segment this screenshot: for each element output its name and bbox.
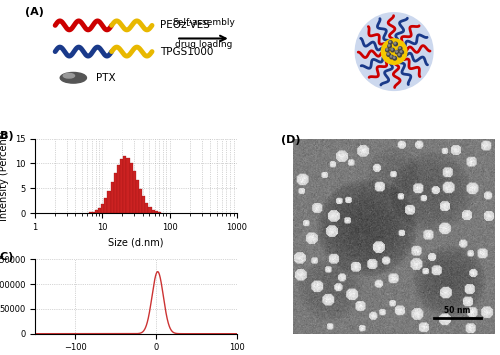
- Text: TPGS1000: TPGS1000: [160, 47, 214, 56]
- Bar: [108, 191, 110, 213]
- Bar: [136, 180, 139, 213]
- Text: PEOz-VES: PEOz-VES: [160, 20, 210, 31]
- Bar: [152, 210, 155, 213]
- Bar: [148, 207, 152, 213]
- Bar: [114, 173, 117, 213]
- Bar: [130, 163, 132, 213]
- Circle shape: [382, 39, 407, 64]
- Circle shape: [394, 57, 395, 58]
- Circle shape: [387, 53, 390, 56]
- Bar: [120, 159, 123, 213]
- Circle shape: [388, 45, 390, 46]
- Bar: [158, 212, 161, 213]
- Bar: [132, 170, 136, 213]
- Text: (B): (B): [0, 131, 14, 141]
- Bar: [139, 189, 142, 213]
- Text: (A): (A): [25, 6, 44, 17]
- Bar: [126, 158, 130, 213]
- Circle shape: [390, 56, 392, 57]
- Circle shape: [388, 44, 392, 48]
- Text: (C): (C): [0, 252, 13, 262]
- Y-axis label: Intensity (Percent): Intensity (Percent): [0, 131, 9, 221]
- Bar: [104, 198, 108, 213]
- Circle shape: [394, 42, 398, 46]
- Bar: [88, 212, 92, 213]
- Circle shape: [391, 48, 394, 52]
- Circle shape: [388, 41, 392, 44]
- Text: PTX: PTX: [96, 73, 115, 83]
- Circle shape: [60, 72, 86, 83]
- Circle shape: [396, 51, 398, 52]
- Circle shape: [386, 48, 389, 52]
- Bar: [146, 203, 148, 213]
- Circle shape: [398, 47, 402, 50]
- Bar: [92, 212, 95, 213]
- Circle shape: [396, 50, 399, 54]
- Bar: [101, 204, 104, 213]
- Circle shape: [393, 56, 396, 60]
- Circle shape: [386, 49, 388, 50]
- Text: (D): (D): [281, 135, 300, 145]
- Circle shape: [398, 54, 400, 55]
- Text: drug loading: drug loading: [175, 40, 232, 49]
- Circle shape: [388, 53, 389, 55]
- Bar: [117, 165, 120, 213]
- Circle shape: [399, 47, 400, 49]
- Circle shape: [400, 51, 402, 52]
- Circle shape: [356, 13, 433, 91]
- Circle shape: [394, 43, 396, 44]
- Bar: [142, 196, 146, 213]
- Circle shape: [390, 55, 394, 59]
- Bar: [154, 211, 158, 213]
- Bar: [98, 208, 101, 213]
- Circle shape: [63, 73, 74, 78]
- Bar: [95, 210, 98, 213]
- Text: 50 nm: 50 nm: [444, 306, 471, 315]
- Circle shape: [398, 54, 402, 57]
- Circle shape: [400, 50, 404, 54]
- Bar: [110, 182, 114, 213]
- X-axis label: Size (d.nm): Size (d.nm): [108, 237, 164, 247]
- Bar: [123, 156, 126, 213]
- Text: Self-assembly: Self-assembly: [172, 18, 235, 27]
